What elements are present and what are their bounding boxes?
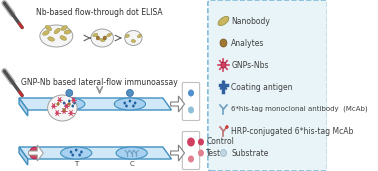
Circle shape bbox=[188, 107, 194, 114]
Circle shape bbox=[198, 139, 204, 146]
Circle shape bbox=[220, 149, 226, 156]
Ellipse shape bbox=[40, 25, 73, 47]
Circle shape bbox=[125, 104, 128, 108]
Ellipse shape bbox=[107, 33, 112, 37]
Ellipse shape bbox=[48, 95, 77, 121]
Circle shape bbox=[220, 39, 227, 47]
Circle shape bbox=[57, 102, 59, 106]
Ellipse shape bbox=[45, 25, 52, 31]
Circle shape bbox=[56, 111, 59, 115]
Text: Nb-based flow-through dot ELISA: Nb-based flow-through dot ELISA bbox=[36, 8, 163, 17]
Ellipse shape bbox=[64, 30, 71, 34]
Polygon shape bbox=[19, 147, 172, 159]
Ellipse shape bbox=[91, 29, 113, 47]
Text: GNPs-Nbs: GNPs-Nbs bbox=[231, 61, 269, 69]
Polygon shape bbox=[19, 98, 28, 116]
Ellipse shape bbox=[116, 147, 147, 159]
Circle shape bbox=[103, 36, 107, 40]
Polygon shape bbox=[170, 145, 184, 161]
Circle shape bbox=[70, 111, 73, 115]
Ellipse shape bbox=[48, 37, 54, 41]
Ellipse shape bbox=[60, 36, 67, 40]
Text: Substrate: Substrate bbox=[231, 148, 269, 157]
Circle shape bbox=[65, 104, 68, 108]
Ellipse shape bbox=[218, 16, 229, 26]
Ellipse shape bbox=[127, 89, 133, 96]
Text: C: C bbox=[129, 161, 134, 167]
Circle shape bbox=[63, 109, 65, 111]
Ellipse shape bbox=[138, 34, 141, 38]
Circle shape bbox=[52, 104, 55, 108]
Circle shape bbox=[29, 147, 40, 159]
Circle shape bbox=[187, 137, 195, 147]
Text: Nanobody: Nanobody bbox=[231, 16, 270, 25]
Text: HRP-conjugated 6*his-tag McAb: HRP-conjugated 6*his-tag McAb bbox=[231, 127, 354, 135]
Circle shape bbox=[226, 126, 228, 128]
Polygon shape bbox=[19, 147, 28, 165]
Polygon shape bbox=[19, 98, 172, 110]
Text: Test: Test bbox=[206, 148, 221, 157]
FancyBboxPatch shape bbox=[182, 82, 200, 121]
Circle shape bbox=[65, 104, 67, 108]
Circle shape bbox=[188, 89, 194, 96]
Text: Analytes: Analytes bbox=[231, 38, 265, 48]
Text: Control: Control bbox=[206, 137, 234, 147]
Ellipse shape bbox=[100, 38, 105, 42]
Ellipse shape bbox=[131, 40, 136, 43]
Ellipse shape bbox=[54, 28, 60, 34]
Circle shape bbox=[78, 154, 81, 156]
Circle shape bbox=[124, 102, 126, 104]
FancyBboxPatch shape bbox=[208, 0, 327, 171]
Circle shape bbox=[129, 100, 131, 102]
Circle shape bbox=[70, 150, 72, 154]
Circle shape bbox=[80, 150, 83, 154]
Circle shape bbox=[62, 109, 66, 113]
Ellipse shape bbox=[54, 98, 85, 110]
Circle shape bbox=[71, 154, 74, 156]
Text: Coating antigen: Coating antigen bbox=[231, 82, 293, 91]
Polygon shape bbox=[29, 145, 43, 161]
Circle shape bbox=[63, 102, 65, 104]
Circle shape bbox=[75, 148, 77, 152]
Circle shape bbox=[134, 102, 136, 104]
Circle shape bbox=[132, 104, 135, 108]
Circle shape bbox=[221, 62, 226, 68]
FancyBboxPatch shape bbox=[182, 131, 200, 169]
Circle shape bbox=[71, 104, 74, 108]
Text: 6*his-tag monoclonal antibody  (McAb): 6*his-tag monoclonal antibody (McAb) bbox=[231, 106, 368, 112]
Text: GNP-Nb based lateral-flow immunoassay: GNP-Nb based lateral-flow immunoassay bbox=[21, 78, 178, 87]
Circle shape bbox=[68, 102, 71, 106]
Circle shape bbox=[188, 155, 194, 162]
Circle shape bbox=[68, 100, 71, 102]
Polygon shape bbox=[170, 96, 184, 112]
Ellipse shape bbox=[66, 89, 73, 96]
Ellipse shape bbox=[61, 25, 67, 30]
Circle shape bbox=[72, 98, 75, 102]
Circle shape bbox=[198, 149, 204, 156]
Circle shape bbox=[73, 102, 76, 104]
Circle shape bbox=[58, 98, 61, 102]
Circle shape bbox=[96, 36, 100, 40]
Ellipse shape bbox=[125, 34, 129, 38]
Ellipse shape bbox=[125, 30, 142, 45]
Ellipse shape bbox=[43, 31, 49, 35]
Ellipse shape bbox=[114, 98, 146, 110]
Ellipse shape bbox=[60, 147, 92, 159]
Text: T: T bbox=[74, 161, 78, 167]
Ellipse shape bbox=[93, 33, 98, 37]
